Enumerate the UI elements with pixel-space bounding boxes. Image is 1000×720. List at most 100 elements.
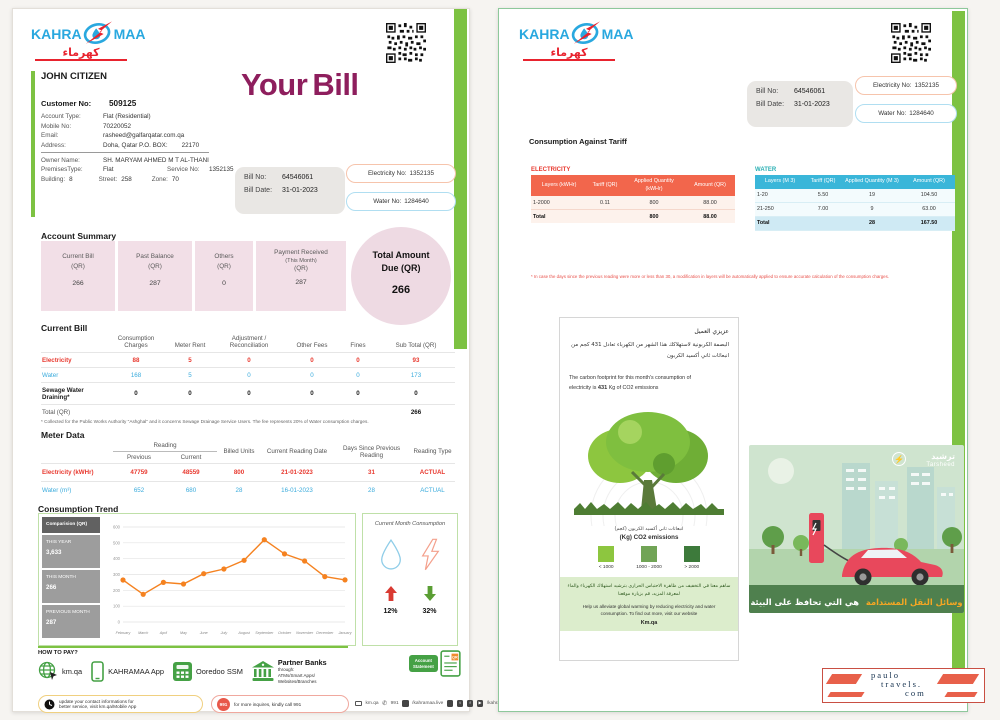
app-icon	[402, 700, 409, 707]
carbon-english-text: The carbon footprint for this month's co…	[569, 374, 692, 392]
method-ooredoo: Ooredoo SSM	[173, 661, 243, 681]
arrow-down-icon	[423, 586, 436, 601]
summary-card-payment-received: Payment Received (This Month) (QR) 287	[256, 241, 346, 311]
svg-text:QR: QR	[452, 656, 458, 660]
water-table-title: WATER	[755, 167, 777, 173]
trend-this-month: THIS MONTH 266	[42, 570, 100, 603]
svg-text:February: February	[116, 631, 132, 635]
electricity-tariff-table: Layers (kWHr) Tariff (QR) Applied Quanti…	[531, 175, 735, 224]
trend-this-year: THIS YEAR 3,633	[42, 535, 100, 568]
tariff-total-row: Total 28 167.50	[755, 216, 955, 231]
phone-glyph-icon: ✆	[382, 701, 388, 707]
summary-card-current-bill: Current Bill (QR) 266	[41, 241, 115, 311]
sewage-footnote: * Collected for the Public Works Authori…	[41, 419, 369, 424]
tree-illustration	[574, 411, 724, 575]
premises-row: PremisesType: Flat Service No: 1352135	[41, 166, 234, 174]
consumption-trend-title: Consumption Trend	[38, 504, 119, 514]
meter-row-water: Water (m³) 652 680 28 16-01-2023 28 ACTU…	[41, 481, 455, 499]
kahramaa-emblem-icon	[83, 21, 113, 46]
bill-number-box: Bill No: 64546061 Bill Date: 31-01-2023	[235, 167, 345, 214]
tariff-row: 1-2000 0.11 800 88.00	[531, 196, 735, 211]
current-bill-title: Current Bill	[41, 323, 88, 333]
kahramaa-logo: KAHRA MAA كهرماء	[519, 21, 649, 61]
customer-accent-bar	[31, 71, 35, 217]
footer-divider	[38, 646, 348, 648]
svg-text:100: 100	[113, 604, 121, 609]
call-991-notice: 991 for more inquires, kindly call 991	[211, 695, 349, 713]
page-title: Your Bill	[241, 67, 359, 102]
divider	[41, 151, 209, 153]
svg-text:November: November	[296, 631, 314, 635]
table-row-total: Total (QR) 266	[41, 404, 455, 419]
bill-number-box: Bill No: 64546061 Bill Date: 31-01-2023	[747, 81, 853, 127]
co2-legend: انبعاثات ثاني أكسيد الكربون (كجم) (Kg) C…	[598, 526, 700, 570]
bill-page-1: KAHRA MAA كهرماء JOHN CITIZEN Your Bill C…	[12, 8, 543, 713]
svg-text:January: January	[337, 631, 352, 635]
instagram-icon	[446, 700, 454, 707]
carbon-footer: ساهم معنا في التخفيف من ظاهرة الاحتباس ا…	[560, 576, 738, 632]
current-bill-table: Consumption Charges Meter Rent Adjustmen…	[41, 333, 455, 419]
tariff-row: 21-250 7.00 9 63.00	[755, 202, 955, 217]
meter-data-table: Reading Billed Units Current Reading Dat…	[41, 440, 455, 499]
facebook-icon: f	[466, 700, 474, 707]
logo-arabic: كهرماء	[35, 46, 127, 61]
carbon-arabic-text: البصمة الكربونية لاستهلاكك هذا الشهر من …	[571, 342, 729, 359]
carbon-arabic-title: عزيزي العميل	[694, 328, 729, 335]
method-app: KAHRAMAA App	[91, 660, 164, 682]
clock-icon	[44, 699, 55, 709]
water-change: 12%	[374, 586, 408, 615]
owner-row: Owner Name: SH. MARYAM AHMED M T AL-THAN…	[41, 156, 209, 164]
current-month-title: Current Month Consumption	[374, 521, 446, 527]
991-badge: 991	[217, 697, 230, 711]
tariff-footnote: * In case the days since the previous re…	[531, 274, 890, 279]
carbon-footprint-card: عزيزي العميل البصمة الكربونية لاستهلاكك …	[559, 317, 739, 661]
table-row-sewage: Sewage Water Draining* 0 0 0 0 0 0	[41, 382, 455, 405]
svg-text:March: March	[138, 631, 148, 635]
svg-text:April: April	[159, 631, 168, 635]
water-no-pill: Water No: 1284640	[346, 192, 456, 211]
kahramaa-logo: KAHRA MAA كهرماء	[31, 21, 161, 61]
trend-previous-month: PREVIOUS MONTH 287	[42, 605, 100, 638]
table-row-water: Water 168 5 0 0 0 173	[41, 367, 455, 383]
svg-text:June: June	[199, 631, 208, 635]
kmqa-link: Km.qa	[640, 620, 658, 627]
total-amount-due-circle: Total Amount Due (QR) 266	[351, 227, 451, 325]
svg-text:300: 300	[113, 572, 121, 577]
electricity-no-pill: Electricity No: 1352135	[855, 76, 957, 95]
page-accent-bar	[454, 9, 467, 349]
bill-page-2: KAHRA MAA كهرماء Bill No: 64546061 Bill …	[498, 8, 968, 712]
ev-car-illustration	[749, 445, 964, 613]
svg-text:July: July	[220, 631, 229, 635]
svg-text:400: 400	[113, 556, 121, 561]
electricity-table-title: ELECTRICITY	[531, 167, 571, 173]
svg-text:0: 0	[118, 620, 121, 625]
tarsheed-caption: وسائل النقل المستدامة هي التي تحافظ على …	[750, 597, 963, 607]
youtube-icon: ▶	[476, 700, 484, 707]
consumption-trend-panel: Comparision (QR) THIS YEAR 3,633 THIS MO…	[38, 513, 356, 646]
kahramaa-emblem-icon	[571, 21, 601, 46]
address-row: Address: Doha, Qatar P.O. BOX: 22170	[41, 141, 200, 149]
mobile-row: Mobile No: 70220052	[41, 122, 132, 130]
email-row: Email: rasheed@galfarqatar.com.qa	[41, 132, 185, 140]
water-droplet-icon	[374, 537, 408, 578]
customer-info: Customer No: 509125 Account Type: Flat (…	[41, 99, 236, 186]
customer-name: JOHN CITIZEN	[41, 71, 107, 82]
tarsheed-logo: ترشيد Tarsheed	[926, 452, 955, 468]
logo-arabic: كهرماء	[523, 46, 615, 61]
monitor-icon	[355, 701, 362, 706]
svg-text:600: 600	[113, 525, 121, 530]
current-month-consumption-panel: Current Month Consumption 12% 32%	[362, 513, 458, 646]
qr-code	[386, 23, 426, 63]
globe-icon	[38, 662, 57, 681]
water-no-pill: Water No: 1284640	[855, 104, 957, 123]
svg-text:August: August	[237, 631, 250, 635]
customer-no-row: Customer No: 509125	[41, 99, 137, 108]
svg-text:500: 500	[113, 540, 121, 545]
logo-text-maa: MAA	[113, 25, 146, 42]
tarsheed-campaign-card: ⚡ ترشيد Tarsheed وسائل النقل المستدامة ه…	[749, 445, 964, 613]
twitter-icon: t	[456, 700, 464, 707]
trend-line-chart: 0 100 200 300 400 500 600 February March April May…	[103, 517, 353, 647]
svg-text:October: October	[278, 631, 292, 635]
legend-low: < 1000	[598, 545, 615, 570]
